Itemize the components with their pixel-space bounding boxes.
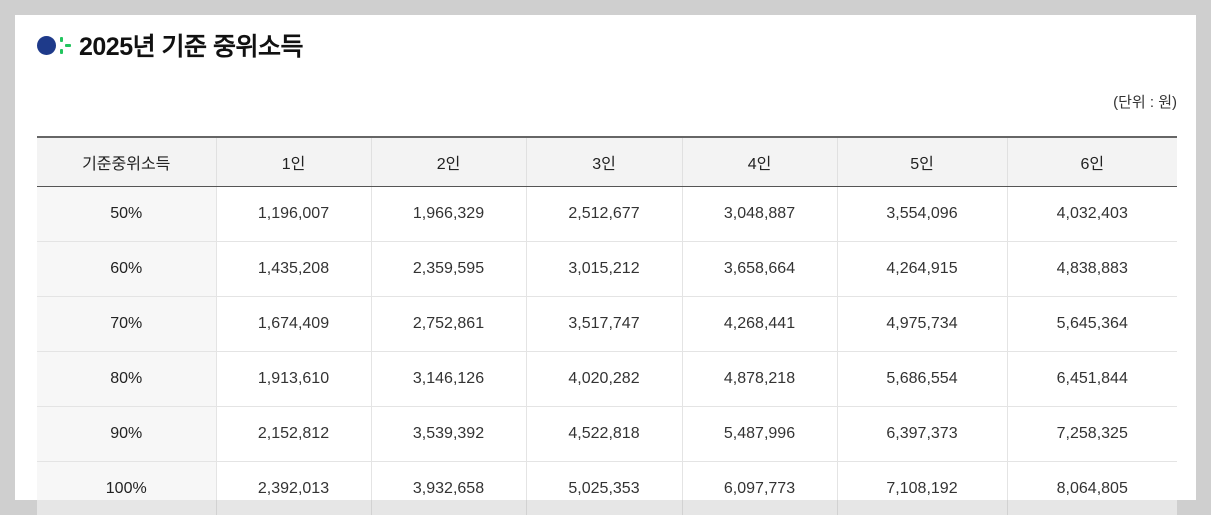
table-row: 90% 2,152,812 3,539,392 4,522,818 5,487,… [37,406,1177,462]
table-cell: 4,878,218 [682,351,838,407]
table-cell: 4,975,734 [837,296,1008,352]
column-header-4-person: 4인 [682,136,838,187]
row-header: 50% [37,186,217,242]
table-cell: 2,152,812 [216,406,372,462]
table-cell: 1,196,007 [216,186,372,242]
table-cell: 4,838,883 [1007,241,1177,297]
table-cell: 1,913,610 [216,351,372,407]
table-row: 100% 2,392,013 3,932,658 5,025,353 6,097… [37,461,1177,500]
column-header-5-person: 5인 [837,136,1008,187]
content-panel: 2025년 기준 중위소득 (단위 : 원) 기준중위소득 1인 2인 3인 4… [15,15,1196,500]
table-cell: 5,025,353 [526,461,683,500]
table-cell: 6,397,373 [837,406,1008,462]
table-header-row: 기준중위소득 1인 2인 3인 4인 5인 6인 [37,136,1177,187]
table-cell: 2,392,013 [216,461,372,500]
table-cell: 8,064,805 [1007,461,1177,500]
column-header-criteria: 기준중위소득 [37,136,217,187]
table-cell: 3,517,747 [526,296,683,352]
table-cell: 1,674,409 [216,296,372,352]
table-cell: 3,554,096 [837,186,1008,242]
income-table-wrapper: 기준중위소득 1인 2인 3인 4인 5인 6인 50% 1,196,007 1… [37,136,1177,500]
median-income-table: 기준중위소득 1인 2인 3인 4인 5인 6인 50% 1,196,007 1… [37,136,1177,500]
row-header: 80% [37,351,217,407]
dot-logo-icon [37,33,71,57]
table-cell: 1,435,208 [216,241,372,297]
table-cell: 1,966,329 [371,186,527,242]
table-cell: 2,752,861 [371,296,527,352]
table-cell: 3,932,658 [371,461,527,500]
table-cell: 2,512,677 [526,186,683,242]
table-cell: 4,522,818 [526,406,683,462]
table-row: 50% 1,196,007 1,966,329 2,512,677 3,048,… [37,186,1177,242]
table-cell: 7,258,325 [1007,406,1177,462]
table-cell: 3,048,887 [682,186,838,242]
column-header-1-person: 1인 [216,136,372,187]
table-cell: 6,097,773 [682,461,838,500]
table-row: 60% 1,435,208 2,359,595 3,015,212 3,658,… [37,241,1177,297]
title-row: 2025년 기준 중위소득 [37,29,304,61]
table-cell: 4,032,403 [1007,186,1177,242]
table-cell: 5,645,364 [1007,296,1177,352]
row-header: 70% [37,296,217,352]
table-cell: 5,487,996 [682,406,838,462]
table-overflow-strip [37,500,1177,515]
column-header-6-person: 6인 [1007,136,1177,187]
column-header-2-person: 2인 [371,136,527,187]
row-header: 60% [37,241,217,297]
table-row: 70% 1,674,409 2,752,861 3,517,747 4,268,… [37,296,1177,352]
table-cell: 4,268,441 [682,296,838,352]
table-cell: 3,658,664 [682,241,838,297]
table-cell: 3,146,126 [371,351,527,407]
table-row: 80% 1,913,610 3,146,126 4,020,282 4,878,… [37,351,1177,407]
column-header-3-person: 3인 [526,136,683,187]
table-cell: 4,264,915 [837,241,1008,297]
row-header: 100% [37,461,217,500]
table-cell: 5,686,554 [837,351,1008,407]
table-cell: 7,108,192 [837,461,1008,500]
table-cell: 6,451,844 [1007,351,1177,407]
table-cell: 4,020,282 [526,351,683,407]
row-header: 90% [37,406,217,462]
unit-label: (단위 : 원) [1113,94,1177,111]
page-title: 2025년 기준 중위소득 [79,33,304,61]
table-cell: 3,539,392 [371,406,527,462]
table-cell: 3,015,212 [526,241,683,297]
table-cell: 2,359,595 [371,241,527,297]
